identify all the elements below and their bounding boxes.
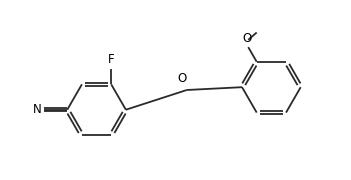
Text: O: O [178, 72, 187, 85]
Text: N: N [33, 103, 41, 116]
Text: O: O [242, 32, 251, 45]
Text: F: F [108, 53, 114, 66]
